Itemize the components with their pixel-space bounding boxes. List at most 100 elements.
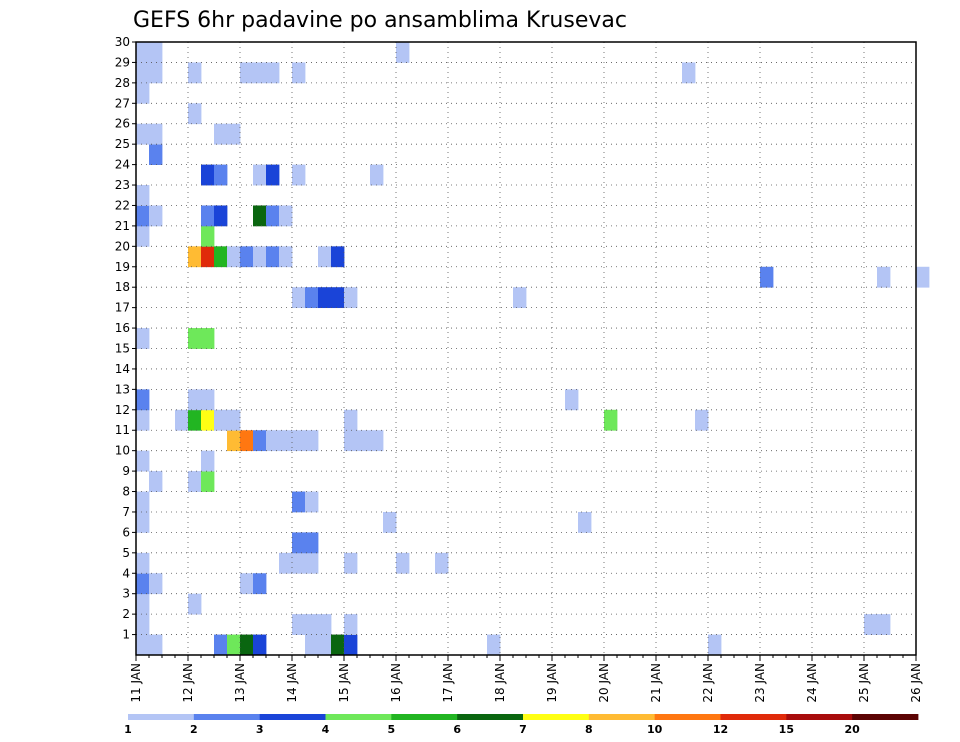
y-tick-label: 16 — [115, 321, 130, 335]
heatmap-cell — [292, 532, 306, 554]
y-tick-label: 18 — [115, 280, 130, 294]
x-tick-label: 14 JAN — [285, 663, 299, 703]
heatmap-cell — [344, 287, 358, 309]
y-tick-label: 29 — [115, 55, 130, 69]
heatmap-cell — [305, 287, 319, 309]
legend-label: 7 — [519, 723, 527, 736]
y-tick-label: 13 — [115, 382, 130, 396]
heatmap-cell — [253, 246, 267, 268]
heatmap-cell — [760, 266, 774, 288]
x-tick-label: 17 JAN — [441, 663, 455, 703]
heatmap-cell — [201, 471, 215, 492]
heatmap-cell — [864, 614, 878, 635]
legend-swatch — [852, 714, 919, 720]
heatmap-cell — [149, 62, 163, 84]
x-tick-label: 11 JAN — [129, 663, 143, 703]
heatmap-cell — [240, 573, 254, 595]
heatmap-cell — [201, 450, 215, 472]
heatmap-cell — [578, 511, 592, 533]
legend-swatch — [457, 714, 524, 720]
heatmap-cell — [513, 287, 527, 309]
legend-swatch — [786, 714, 853, 720]
heatmap-cell — [201, 246, 215, 268]
heatmap-cell — [136, 593, 150, 615]
heatmap-cell — [916, 266, 930, 288]
y-tick-label: 2 — [122, 607, 130, 621]
heatmap-cell — [604, 409, 618, 431]
legend-swatch — [588, 714, 656, 720]
heatmap-cell — [136, 328, 150, 349]
heatmap-cell — [266, 62, 280, 84]
y-tick-label: 14 — [115, 362, 130, 376]
x-tick-label: 21 JAN — [649, 663, 663, 703]
heatmap-cell — [344, 614, 358, 635]
heatmap-cell — [318, 614, 332, 635]
heatmap-cell — [266, 430, 280, 452]
y-tick-label: 28 — [115, 76, 130, 90]
legend-swatch — [193, 714, 261, 720]
heatmap-cell — [357, 430, 371, 452]
heatmap-cell — [266, 164, 280, 186]
y-tick-label: 20 — [115, 239, 130, 253]
heatmap-cell — [188, 328, 202, 349]
legend-label: 3 — [256, 723, 264, 736]
heatmap-cell — [435, 552, 449, 574]
heatmap-cell — [266, 205, 280, 227]
heatmap-cell — [565, 389, 579, 411]
heatmap-cell — [292, 287, 306, 309]
legend-label: 10 — [647, 723, 663, 736]
heatmap-cell — [201, 389, 215, 411]
chart-title: GEFS 6hr padavine po ansamblima Krusevac — [133, 8, 627, 33]
heatmap-cell — [487, 634, 501, 656]
heatmap-cells — [136, 42, 930, 656]
heatmap-cell — [136, 82, 150, 104]
x-tick-label: 12 JAN — [181, 663, 195, 703]
heatmap-cell — [240, 246, 254, 268]
heatmap-cell — [279, 430, 293, 452]
legend-label: 1 — [124, 723, 132, 736]
heatmap-cell — [214, 123, 228, 145]
heatmap-cell — [344, 634, 358, 656]
legend-swatch — [391, 714, 458, 720]
y-tick-label: 12 — [115, 403, 130, 417]
heatmap-cell — [188, 389, 202, 411]
y-tick-label: 1 — [122, 628, 130, 642]
heatmap-cell — [318, 287, 332, 309]
heatmap-cell — [136, 225, 150, 247]
heatmap-cell — [292, 491, 306, 513]
x-tick-label: 23 JAN — [753, 663, 767, 703]
legend-swatch — [720, 714, 787, 720]
y-tick-label: 9 — [122, 464, 130, 478]
heatmap-cell — [149, 123, 163, 145]
legend-label: 12 — [713, 723, 728, 736]
heatmap-cell — [682, 62, 696, 84]
heatmap-cell — [136, 409, 150, 431]
y-tick-label: 26 — [115, 117, 130, 131]
heatmap-cell — [396, 42, 410, 63]
y-tick-label: 15 — [115, 342, 130, 356]
heatmap-cell — [136, 614, 150, 635]
legend-label: 4 — [322, 723, 330, 736]
heatmap-cell — [253, 430, 267, 452]
heatmap-cell — [214, 205, 228, 227]
heatmap-cell — [136, 389, 150, 411]
heatmap-cell — [201, 328, 215, 349]
heatmap-cell — [292, 62, 306, 84]
heatmap-cell — [175, 409, 189, 431]
heatmap-cell — [279, 552, 293, 574]
x-tick-label: 20 JAN — [597, 663, 611, 703]
heatmap-cell — [877, 266, 891, 288]
y-tick-label: 22 — [115, 198, 130, 212]
x-tick-label: 19 JAN — [545, 663, 559, 703]
legend-swatch — [654, 714, 721, 720]
heatmap-cell — [292, 552, 306, 574]
heatmap-cell — [136, 450, 150, 472]
heatmap-cell — [279, 205, 293, 227]
y-tick-label: 11 — [115, 423, 130, 437]
heatmap-cell — [214, 634, 228, 656]
heatmap-cell — [396, 552, 410, 574]
heatmap-cell — [305, 634, 319, 656]
legend-label: 20 — [845, 723, 861, 736]
heatmap-cell — [149, 573, 163, 595]
heatmap-cell — [227, 430, 241, 452]
